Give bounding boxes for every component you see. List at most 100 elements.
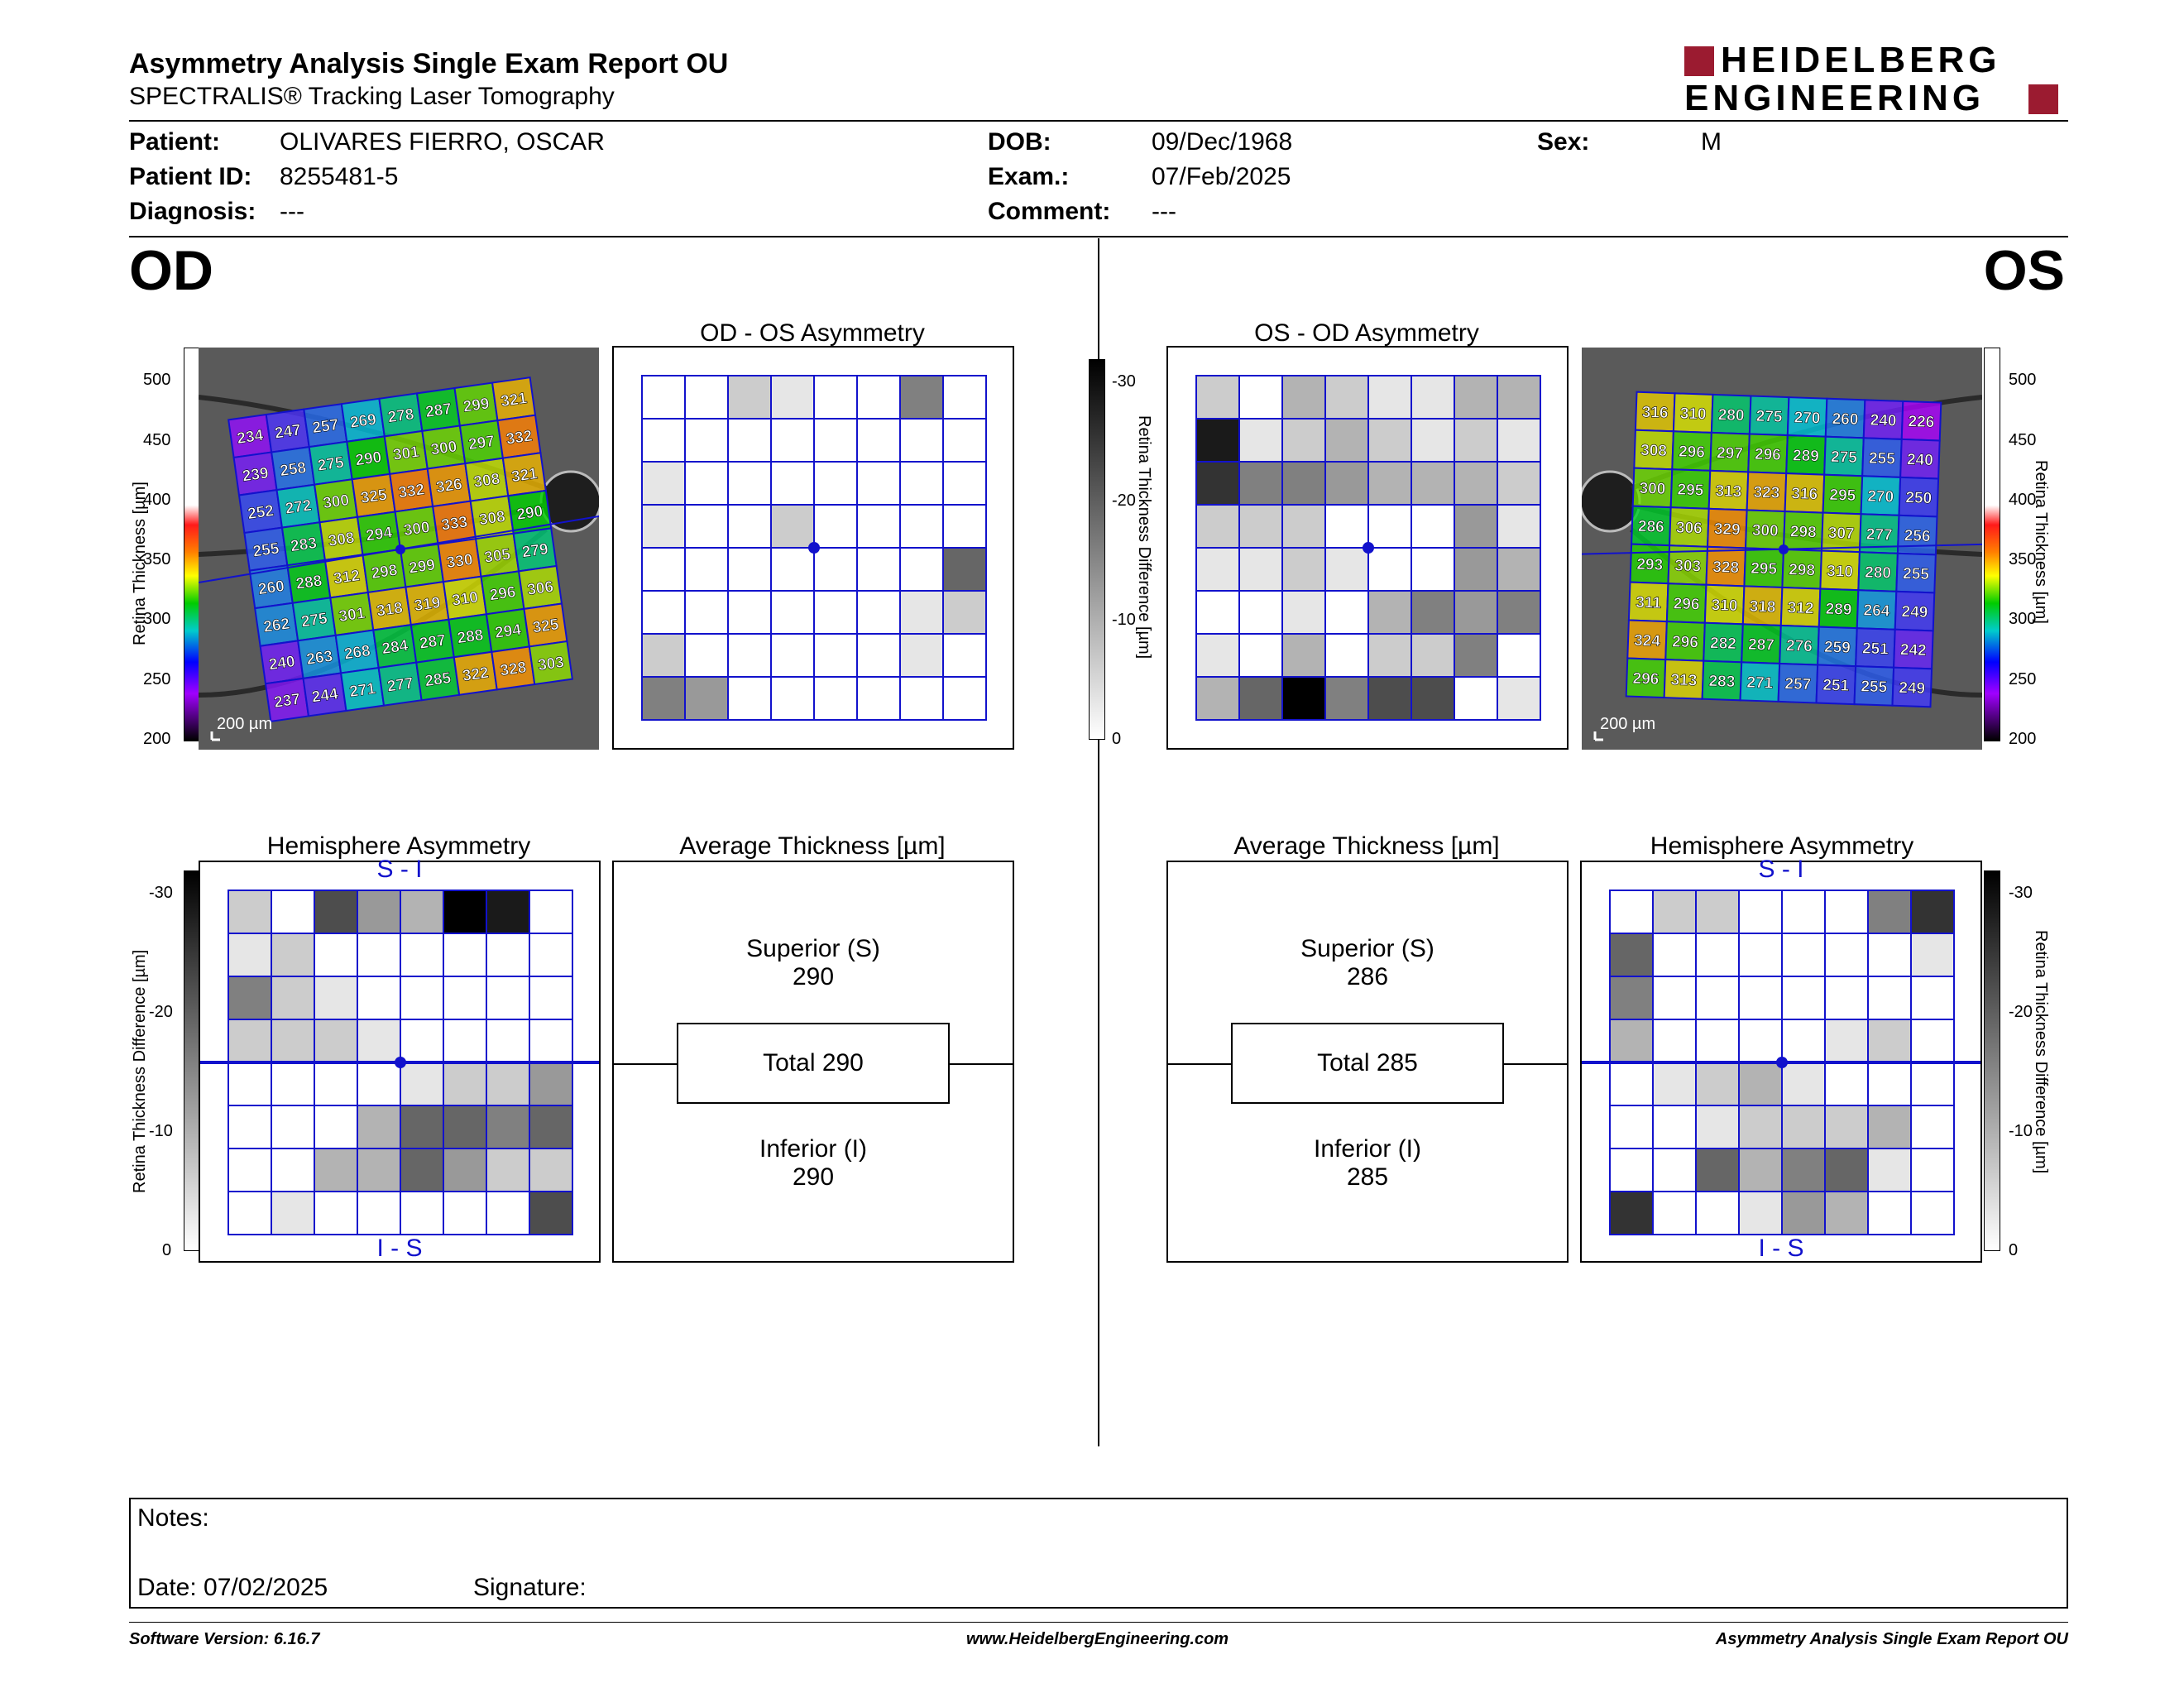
- grid-cell: [443, 976, 487, 1020]
- grid-cell: [1695, 1062, 1740, 1106]
- grid-cell: [486, 890, 530, 934]
- website-link[interactable]: www.HeidelbergEngineering.com: [966, 1630, 1229, 1648]
- grid-cell: [228, 1062, 272, 1106]
- grid-cell: [1410, 547, 1455, 592]
- grid-cell: [856, 590, 901, 635]
- grid-cell: [684, 504, 729, 549]
- grid-cell: [1824, 1148, 1869, 1192]
- od-hemisphere-panel: S - I I - S: [199, 856, 601, 1263]
- os-tick-300: 300: [2009, 610, 2037, 628]
- grid-cell: [1738, 890, 1783, 934]
- grid-cell: [1195, 504, 1240, 549]
- thickness-value: 318: [1749, 598, 1775, 616]
- grid-cell: [1652, 933, 1697, 977]
- od-tick-300: 300: [143, 610, 171, 628]
- footer-report-name: Asymmetry Analysis Single Exam Report OU: [1715, 1630, 2068, 1648]
- thickness-value: 271: [1746, 674, 1774, 693]
- grid-cell: [856, 375, 901, 420]
- grid-cell: [1410, 676, 1455, 721]
- grid-cell: [1410, 418, 1455, 463]
- od-hemi-tick-m10: -10: [149, 1122, 173, 1140]
- od-hemi-tick-0: 0: [162, 1241, 172, 1259]
- fovea-center-marker: [808, 542, 820, 554]
- thickness-value: 308: [478, 508, 506, 529]
- grid-cell: [1454, 418, 1498, 463]
- od-hemi-title: Hemisphere Asymmetry: [266, 832, 531, 860]
- grid-cell: [400, 1148, 444, 1192]
- sex-value: M: [1701, 128, 1722, 156]
- grid-cell: [727, 676, 772, 721]
- thickness-value: 299: [408, 556, 436, 577]
- os-hemi-tick-m10: -10: [2009, 1122, 2033, 1140]
- thickness-value: 300: [429, 438, 457, 458]
- grid-cell: [684, 590, 729, 635]
- os-superior-value: 286: [1346, 963, 1389, 990]
- grid-cell: [1497, 590, 1541, 635]
- grid-cell: [1367, 375, 1412, 420]
- thickness-value: 288: [295, 573, 323, 593]
- thickness-value: 271: [348, 680, 377, 701]
- od-tick-450: 450: [143, 431, 171, 449]
- thickness-cell: [1891, 666, 1933, 708]
- thickness-value: 296: [1755, 446, 1781, 464]
- grid-cell: [770, 590, 815, 635]
- grid-cell: [684, 418, 729, 463]
- thickness-value: 290: [354, 448, 382, 469]
- grid-cell: [1367, 590, 1412, 635]
- grid-cell: [1324, 418, 1369, 463]
- thickness-value: 296: [1679, 444, 1705, 462]
- grid-cell: [641, 547, 686, 592]
- grid-cell: [942, 633, 987, 678]
- os-hemisphere-panel: S - I I - S: [1580, 856, 1982, 1263]
- thickness-value: 288: [456, 626, 484, 647]
- thickness-value: 279: [521, 540, 549, 561]
- grid-cell: [641, 418, 686, 463]
- grid-cell: [1824, 976, 1869, 1020]
- grid-cell: [1738, 1105, 1783, 1149]
- thickness-value: 300: [1752, 522, 1779, 540]
- grid-cell: [1324, 375, 1369, 420]
- thickness-value: 284: [381, 637, 410, 658]
- grid-cell: [357, 890, 401, 934]
- thickness-value: 278: [386, 405, 414, 426]
- grid-cell: [1867, 933, 1912, 977]
- thickness-value: 234: [236, 427, 265, 448]
- heidelberg-logo: HEIDELBERG ENGINEERING: [1684, 40, 2068, 118]
- grid-cell: [942, 504, 987, 549]
- grid-cell: [1238, 461, 1283, 506]
- thickness-value: 262: [262, 616, 290, 636]
- os-eye-label: OS: [1983, 239, 2065, 302]
- thickness-value: 333: [440, 514, 468, 535]
- grid-cell: [1652, 1105, 1697, 1149]
- grid-cell: [813, 504, 858, 549]
- scale-bar: [1593, 731, 1603, 741]
- grid-cell: [1281, 461, 1326, 506]
- grid-cell: [1609, 890, 1654, 934]
- grid-cell: [1238, 547, 1283, 592]
- grid-cell: [727, 418, 772, 463]
- grid-cell: [1367, 633, 1412, 678]
- thickness-value: 276: [1786, 637, 1813, 655]
- os-diff-tick-m10: -10: [1112, 611, 1136, 629]
- grid-cell: [529, 976, 573, 1020]
- grid-cell: [856, 504, 901, 549]
- thickness-value: 240: [1870, 412, 1896, 430]
- notes-box[interactable]: Notes: Date: 07/02/2025 Signature:: [129, 1498, 2068, 1609]
- grid-cell: [1695, 976, 1740, 1020]
- thickness-value: 297: [467, 433, 496, 453]
- grid-cell: [1695, 1191, 1740, 1235]
- grid-cell: [1695, 1019, 1740, 1063]
- thickness-value: 306: [1676, 519, 1703, 537]
- grid-cell: [529, 1019, 573, 1063]
- grid-cell: [942, 461, 987, 506]
- grid-cell: [1281, 633, 1326, 678]
- grid-cell: [1410, 590, 1455, 635]
- grid-cell: [1367, 418, 1412, 463]
- grid-cell: [1652, 976, 1697, 1020]
- grid-cell: [529, 1148, 573, 1192]
- thickness-value: 316: [1791, 485, 1818, 503]
- thickness-value: 313: [1715, 482, 1741, 501]
- grid-cell: [856, 633, 901, 678]
- od-inferior-value: 290: [792, 1163, 835, 1191]
- thickness-value: 328: [499, 659, 527, 679]
